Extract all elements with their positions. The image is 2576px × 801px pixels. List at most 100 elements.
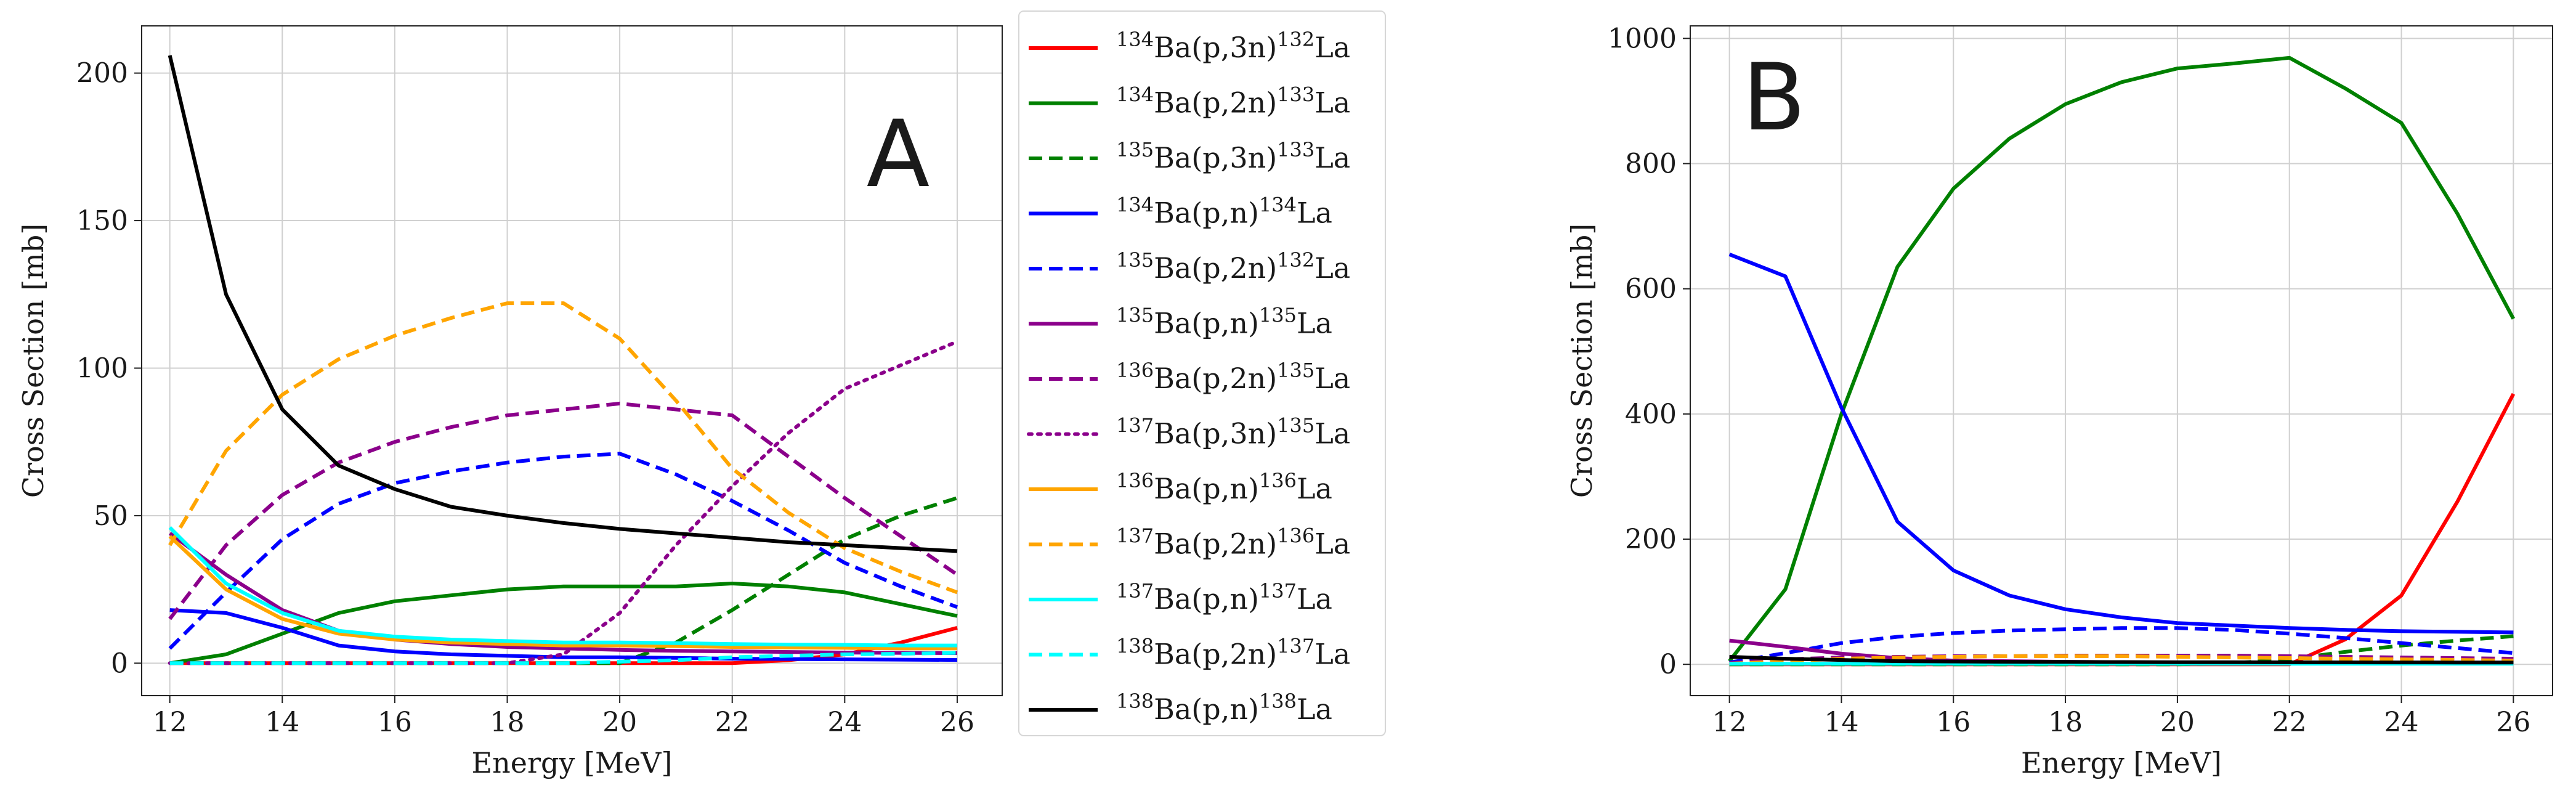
panel-b-y-ticks: 0 200 400 600 800 1000 bbox=[1608, 23, 1690, 680]
legend-target-mass: 135 bbox=[1116, 138, 1154, 161]
legend-product-element: La bbox=[1297, 197, 1332, 230]
legend-reaction: Ba(p,2n) bbox=[1154, 86, 1277, 120]
y-tick-label: 50 bbox=[94, 500, 128, 532]
legend-label: 136Ba(p,n)136La bbox=[1116, 469, 1332, 505]
legend-product-mass: 133 bbox=[1277, 138, 1314, 161]
legend-product-mass: 136 bbox=[1277, 524, 1314, 548]
b-series-line-7 bbox=[1729, 654, 2514, 666]
legend-target-mass: 138 bbox=[1116, 689, 1154, 713]
x-tick-label: 24 bbox=[2384, 707, 2419, 738]
a-series-line-8 bbox=[168, 535, 957, 651]
legend-label: 137Ba(p,n)137La bbox=[1116, 579, 1332, 616]
x-tick-label: 18 bbox=[2048, 707, 2083, 738]
legend-item: 134Ba(p,3n)132La bbox=[1029, 28, 1350, 64]
panel-b-x-axis-label: Energy [MeV] bbox=[2021, 746, 2222, 779]
legend-item: 135Ba(p,3n)133La bbox=[1029, 138, 1350, 174]
legend-label: 136Ba(p,2n)135La bbox=[1116, 359, 1350, 395]
y-tick-label: 800 bbox=[1625, 148, 1677, 179]
legend-target-mass: 138 bbox=[1116, 635, 1154, 658]
x-tick-label: 14 bbox=[1824, 707, 1858, 738]
legend-item: 138Ba(p,n)138La bbox=[1029, 689, 1332, 726]
a-series-line-4 bbox=[168, 452, 958, 650]
legend-product-mass: 134 bbox=[1259, 193, 1297, 217]
panel-a-plot-frame bbox=[141, 25, 1003, 696]
panel-a-y-axis-label: Cross Section [mb] bbox=[17, 224, 50, 498]
y-tick-label: 200 bbox=[76, 58, 128, 89]
legend-item: 137Ba(p,n)137La bbox=[1029, 579, 1332, 616]
legend-target-mass: 136 bbox=[1116, 359, 1154, 382]
legend-product-element: La bbox=[1297, 307, 1332, 340]
x-tick-label: 22 bbox=[2272, 707, 2307, 738]
legend-item: 136Ba(p,2n)135La bbox=[1029, 359, 1350, 395]
legend-product-mass: 135 bbox=[1259, 304, 1297, 327]
panel-b-series bbox=[1728, 55, 2516, 667]
panel-a-letter: A bbox=[867, 101, 930, 208]
x-tick-label: 14 bbox=[265, 707, 299, 738]
legend-product-mass: 133 bbox=[1277, 83, 1314, 107]
legend-item: 137Ba(p,3n)135La bbox=[1027, 414, 1350, 450]
legend-reaction: Ba(p,n) bbox=[1154, 472, 1259, 505]
legend-reaction: Ba(p,2n) bbox=[1154, 362, 1277, 395]
a-series-line-11 bbox=[169, 651, 958, 665]
legend-reaction: Ba(p,n) bbox=[1154, 582, 1259, 616]
y-tick-label: 150 bbox=[76, 205, 128, 237]
legend-label: 135Ba(p,3n)133La bbox=[1116, 138, 1350, 174]
x-tick-label: 26 bbox=[940, 707, 974, 738]
a-series-line-12 bbox=[168, 55, 958, 553]
legend-product-mass: 132 bbox=[1277, 248, 1314, 272]
legend-product-mass: 136 bbox=[1259, 469, 1297, 492]
b-series-line-4 bbox=[1729, 626, 2514, 665]
x-tick-label: 16 bbox=[1936, 707, 1970, 738]
legend-reaction: Ba(p,3n) bbox=[1154, 417, 1277, 450]
legend-reaction: Ba(p,n) bbox=[1154, 693, 1259, 726]
legend-label: 134Ba(p,3n)132La bbox=[1116, 28, 1350, 64]
legend-reaction: Ba(p,n) bbox=[1154, 307, 1259, 340]
legend-label: 138Ba(p,n)138La bbox=[1116, 689, 1332, 726]
legend-item: 136Ba(p,n)136La bbox=[1029, 469, 1332, 505]
legend-product-element: La bbox=[1314, 86, 1350, 120]
legend-label: 138Ba(p,2n)137La bbox=[1116, 635, 1350, 671]
legend-product-element: La bbox=[1314, 527, 1350, 561]
x-tick-label: 20 bbox=[2160, 707, 2195, 738]
legend-target-mass: 135 bbox=[1116, 248, 1154, 272]
panel-a-chart: 12 14 16 18 20 22 24 26 0 50 100 150 200 Energy [Me… bbox=[17, 25, 1003, 779]
a-series-line-5 bbox=[168, 532, 958, 655]
panel-b-x-ticks: 12 14 16 18 20 22 24 26 bbox=[1712, 696, 2530, 738]
legend: 134Ba(p,3n)132La134Ba(p,2n)133La135Ba(p,… bbox=[1018, 10, 1386, 736]
x-tick-label: 12 bbox=[1712, 707, 1747, 738]
legend-label: 137Ba(p,3n)135La bbox=[1116, 414, 1350, 450]
panel-b-y-axis-label: Cross Section [mb] bbox=[1565, 224, 1598, 498]
a-series-line-9 bbox=[168, 301, 958, 595]
b-series-line-3 bbox=[1728, 253, 2514, 635]
legend-label: 135Ba(p,2n)132La bbox=[1116, 248, 1350, 285]
legend-target-mass: 134 bbox=[1116, 83, 1154, 107]
legend-target-mass: 134 bbox=[1116, 28, 1154, 51]
legend-target-mass: 135 bbox=[1116, 304, 1154, 327]
legend-item: 134Ba(p,2n)133La bbox=[1029, 83, 1350, 120]
legend-product-element: La bbox=[1314, 362, 1350, 395]
panel-a-x-ticks: 12 14 16 18 20 22 24 26 bbox=[153, 696, 974, 738]
legend-product-mass: 137 bbox=[1259, 579, 1297, 603]
panel-a-series bbox=[168, 55, 959, 665]
legend-label: 134Ba(p,n)134La bbox=[1116, 193, 1332, 230]
legend-reaction: Ba(p,2n) bbox=[1154, 527, 1277, 561]
a-series-line-1 bbox=[169, 582, 958, 665]
panel-a-x-axis-label: Energy [MeV] bbox=[472, 746, 673, 779]
legend-target-mass: 137 bbox=[1116, 524, 1154, 548]
y-tick-label: 200 bbox=[1625, 524, 1677, 555]
x-tick-label: 18 bbox=[490, 707, 524, 738]
legend-product-mass: 132 bbox=[1277, 28, 1314, 51]
x-tick-label: 22 bbox=[715, 707, 750, 738]
legend-label: 137Ba(p,2n)136La bbox=[1116, 524, 1350, 561]
y-tick-label: 1000 bbox=[1608, 23, 1677, 54]
legend-product-element: La bbox=[1314, 638, 1350, 671]
legend-reaction: Ba(p,n) bbox=[1154, 197, 1259, 230]
b-series-line-0 bbox=[1729, 392, 2516, 667]
legend-product-element: La bbox=[1314, 417, 1350, 450]
a-series-line-3 bbox=[169, 608, 958, 662]
panel-a-y-ticks: 0 50 100 150 200 bbox=[76, 58, 142, 679]
legend-item: 135Ba(p,n)135La bbox=[1029, 304, 1332, 340]
legend-item: 138Ba(p,2n)137La bbox=[1029, 635, 1350, 671]
legend-item: 134Ba(p,n)134La bbox=[1029, 193, 1332, 230]
